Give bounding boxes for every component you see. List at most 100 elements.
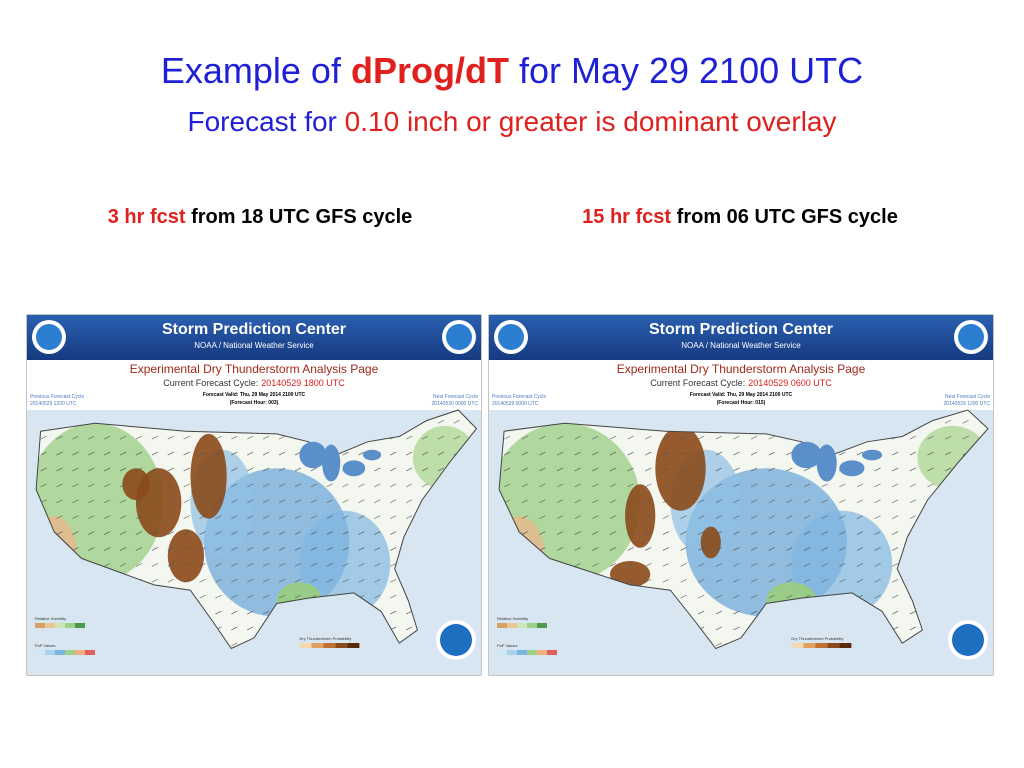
wind-barb bbox=[750, 467, 758, 472]
wind-barb bbox=[374, 594, 381, 599]
wind-barb bbox=[768, 483, 775, 488]
wind-barb bbox=[662, 531, 670, 535]
wind-barb bbox=[262, 547, 270, 551]
wind-barb bbox=[374, 578, 381, 583]
wind-barb bbox=[56, 451, 63, 456]
wind-barb bbox=[627, 515, 634, 519]
wind-barb bbox=[768, 499, 775, 504]
shade bbox=[700, 526, 721, 559]
wind-barb bbox=[390, 483, 397, 488]
wind-barb bbox=[72, 451, 79, 456]
wind-barb bbox=[215, 531, 222, 535]
wind-barb bbox=[698, 515, 705, 519]
wind-barb bbox=[310, 547, 317, 551]
wind-barb bbox=[803, 578, 811, 583]
wind-barb bbox=[750, 451, 758, 456]
wind-barb bbox=[627, 435, 634, 440]
wind-barb bbox=[715, 531, 722, 535]
wind-barb bbox=[821, 531, 828, 535]
next-cycle: 20140529 1200 UTC bbox=[944, 401, 991, 407]
wind-barb bbox=[231, 451, 238, 456]
wind-barb bbox=[821, 578, 828, 583]
wind-barb bbox=[199, 499, 206, 504]
wind-barb bbox=[104, 435, 111, 440]
wind-barb bbox=[135, 467, 143, 472]
wind-barb bbox=[662, 483, 670, 488]
wind-barb bbox=[374, 515, 381, 519]
wind-barb bbox=[135, 499, 143, 504]
wind-barb bbox=[574, 531, 581, 535]
wind-barb bbox=[733, 499, 740, 504]
cycle-label: Current Forecast Cycle: bbox=[163, 378, 258, 388]
wind-barb bbox=[358, 563, 365, 567]
header-title: Storm Prediction Center bbox=[162, 321, 346, 338]
wind-barb bbox=[715, 642, 722, 647]
wind-barb bbox=[326, 547, 333, 551]
wind-barb bbox=[294, 515, 301, 519]
wind-barb bbox=[768, 594, 775, 599]
wind-barb bbox=[715, 483, 722, 488]
wind-barb bbox=[294, 547, 301, 551]
wind-barb bbox=[715, 594, 722, 599]
wind-barb bbox=[262, 563, 270, 567]
caption: 15 hr fcst from 06 UTC GFS cycle bbox=[510, 206, 970, 229]
wind-barb bbox=[278, 563, 286, 567]
wind-barb bbox=[310, 578, 317, 583]
page-title: Experimental Dry Thunderstorm Analysis P… bbox=[130, 362, 379, 376]
wind-barb bbox=[405, 467, 413, 472]
wind-barb bbox=[342, 515, 349, 519]
wind-barb bbox=[503, 483, 511, 488]
wind-barb bbox=[40, 483, 47, 488]
wind-barb bbox=[592, 547, 599, 551]
wind-barb bbox=[294, 563, 301, 567]
wind-barb bbox=[715, 626, 722, 631]
wind-barb bbox=[135, 563, 143, 567]
legend-swatch bbox=[497, 650, 507, 655]
wind-barb bbox=[786, 483, 793, 488]
wind-barb bbox=[56, 531, 63, 535]
wind-barb bbox=[405, 435, 413, 440]
wind-barb bbox=[556, 547, 564, 551]
wind-barb bbox=[247, 610, 254, 615]
wind-barb bbox=[56, 435, 63, 440]
wind-barb bbox=[294, 594, 301, 599]
wind-barb bbox=[803, 467, 811, 472]
wind-barb bbox=[715, 547, 722, 551]
wind-barb bbox=[786, 594, 793, 599]
wind-barb bbox=[326, 563, 333, 567]
wind-barb bbox=[662, 563, 670, 567]
wind-barb bbox=[215, 563, 222, 567]
wind-barb bbox=[786, 547, 793, 551]
wind-barb bbox=[199, 531, 206, 535]
lake bbox=[322, 444, 341, 482]
wind-barb bbox=[609, 547, 617, 551]
wind-barb bbox=[247, 547, 254, 551]
wind-barb bbox=[342, 451, 349, 456]
wind-barb bbox=[768, 515, 775, 519]
wind-barb bbox=[715, 578, 722, 583]
wind-barb bbox=[88, 515, 95, 519]
wind-barb bbox=[909, 467, 916, 472]
wind-barb bbox=[627, 451, 634, 456]
wind-barb bbox=[231, 610, 238, 615]
wind-barb bbox=[342, 483, 349, 488]
wind-barb bbox=[786, 451, 793, 456]
wind-barb bbox=[247, 515, 254, 519]
wind-barb bbox=[183, 483, 190, 488]
wind-barb bbox=[135, 435, 143, 440]
wind-barb bbox=[390, 499, 397, 504]
legend-rh: Relative Humidity bbox=[497, 616, 528, 621]
header-subtitle: NOAA / National Weather Service bbox=[681, 341, 801, 350]
wind-barb bbox=[927, 435, 934, 440]
legend-swatch bbox=[35, 623, 45, 628]
wind-barb bbox=[262, 610, 270, 615]
wind-barb bbox=[750, 610, 758, 615]
wind-barb bbox=[167, 499, 174, 504]
wind-barb bbox=[231, 563, 238, 567]
wind-barb bbox=[421, 467, 429, 472]
wind-barb bbox=[627, 578, 634, 583]
wind-barb bbox=[839, 531, 846, 535]
wind-barb bbox=[247, 467, 254, 472]
wind-barb bbox=[627, 483, 634, 488]
wind-barb bbox=[278, 515, 286, 519]
